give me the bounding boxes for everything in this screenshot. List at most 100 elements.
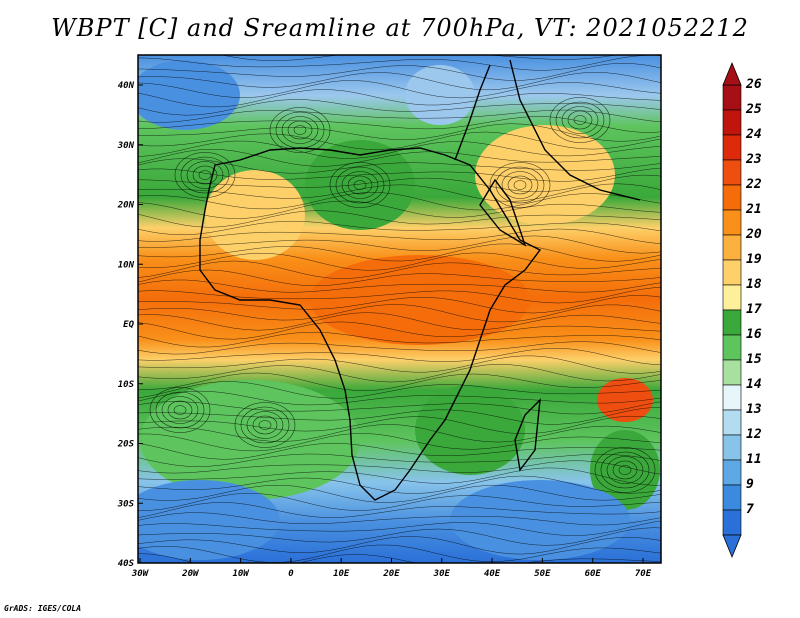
streamline-vortex <box>555 101 605 139</box>
streamline <box>138 279 661 293</box>
streamline <box>138 148 661 167</box>
colorbar-label: 14 <box>746 377 762 392</box>
streamline <box>138 381 661 399</box>
streamline <box>138 493 661 511</box>
colorbar-swatch <box>722 109 742 136</box>
streamlines <box>138 55 661 563</box>
lat-tick-label: 30S <box>117 499 135 509</box>
streamline-vortex <box>353 180 367 190</box>
lat-tick-label: 10N <box>118 260 135 270</box>
latitude-axis: 40N 30N 20N 10N EQ 10S 20S 30S 40S <box>117 81 143 569</box>
colorbar-bottom-arrow <box>722 534 742 559</box>
streamline-vortex <box>186 161 224 189</box>
streamline <box>138 210 661 228</box>
colorbar-label: 9 <box>746 477 754 492</box>
streamline <box>138 544 661 563</box>
longitude-axis: 30W 20W 10W 0 10E 20E 30E 40E 50E 60E 70E <box>131 558 652 579</box>
streamline-vortex <box>252 415 278 435</box>
wbpt-field <box>138 55 661 563</box>
streamline <box>220 55 619 61</box>
colorbar-swatch <box>722 459 742 486</box>
colorbar-top-arrow <box>722 61 742 86</box>
streamline-vortex <box>269 107 331 153</box>
streamline <box>138 80 661 99</box>
streamline-vortex <box>240 406 290 444</box>
streamline <box>138 228 661 244</box>
colorbar-swatch <box>722 384 742 411</box>
streamline-vortex <box>293 125 307 135</box>
streamline <box>138 453 661 467</box>
colorbar-label: 18 <box>746 277 762 292</box>
streamline-vortex <box>174 152 236 198</box>
streamline <box>138 269 661 287</box>
streamline-vortex <box>618 465 632 475</box>
lon-tick-label: 0 <box>288 569 294 579</box>
streamline <box>138 390 661 406</box>
colorbar-label: 12 <box>746 427 762 442</box>
streamline <box>138 55 661 71</box>
colorbar-label: 24 <box>745 127 762 142</box>
colorbar-swatch <box>722 309 742 336</box>
streamline <box>138 512 661 526</box>
plot-frame <box>137 54 662 564</box>
streamline <box>138 72 661 91</box>
colorbar-label: 25 <box>745 102 762 117</box>
lat-tick-label: 20N <box>117 201 135 211</box>
streamline <box>138 502 661 518</box>
streamline <box>138 348 661 365</box>
colorbar-label: 7 <box>746 502 754 517</box>
streamline <box>138 123 661 142</box>
streamline-vortex <box>495 166 545 204</box>
colorbar-label: 16 <box>746 327 762 342</box>
streamline <box>138 372 661 391</box>
lon-tick-label: 20W <box>181 569 200 579</box>
lat-tick-label: 30N <box>117 141 135 151</box>
colorbar-label: 20 <box>745 227 762 242</box>
colorbar-swatch <box>722 84 742 111</box>
streamline <box>138 183 661 202</box>
streamline-vortex <box>507 175 533 195</box>
lat-tick-label: 10S <box>118 380 135 390</box>
lon-tick-label: 10W <box>232 569 250 579</box>
lon-tick-label: 30W <box>131 569 150 579</box>
streamline <box>138 467 661 486</box>
streamline <box>138 252 661 271</box>
lon-tick-label: 40E <box>484 569 501 579</box>
colorbar-swatch <box>722 359 742 386</box>
streamline-vortex <box>287 120 313 140</box>
streamline-vortex <box>258 420 272 430</box>
chart-title: WBPT [C] and Sreamline at 700hPa, VT: 20… <box>51 14 749 42</box>
streamline <box>138 158 661 174</box>
streamline-vortex <box>561 106 599 134</box>
streamline <box>138 109 661 123</box>
streamline <box>138 341 661 355</box>
streamline <box>138 99 661 116</box>
streamline <box>138 116 661 133</box>
coastlines <box>199 59 641 501</box>
streamline <box>138 520 661 536</box>
streamline <box>138 131 661 150</box>
streamline-vortex <box>612 460 638 480</box>
streamline-vortex <box>149 387 211 433</box>
streamline <box>138 536 661 555</box>
colorbar-swatch <box>722 334 742 361</box>
streamline-vortex <box>155 391 205 429</box>
lon-tick-label: 70E <box>635 569 652 579</box>
lat-tick-label: 40N <box>118 81 135 91</box>
streamline-vortex <box>567 110 593 130</box>
colorbar-swatch <box>722 159 742 186</box>
streamline <box>138 140 661 159</box>
streamline <box>138 553 661 563</box>
colorbar-swatch <box>722 134 742 161</box>
streamline <box>138 295 661 314</box>
streamline-vortex <box>501 171 539 199</box>
colorbar-swatch <box>722 284 742 311</box>
streamline-vortex <box>173 405 187 415</box>
lat-tick-label: 20S <box>117 440 135 450</box>
streamline <box>138 355 661 374</box>
streamline-vortex <box>594 447 656 493</box>
streamline-vortex <box>573 115 587 125</box>
streamline <box>138 192 661 211</box>
colorbar-label: 11 <box>746 452 762 467</box>
lon-tick-label: 60E <box>585 569 602 579</box>
